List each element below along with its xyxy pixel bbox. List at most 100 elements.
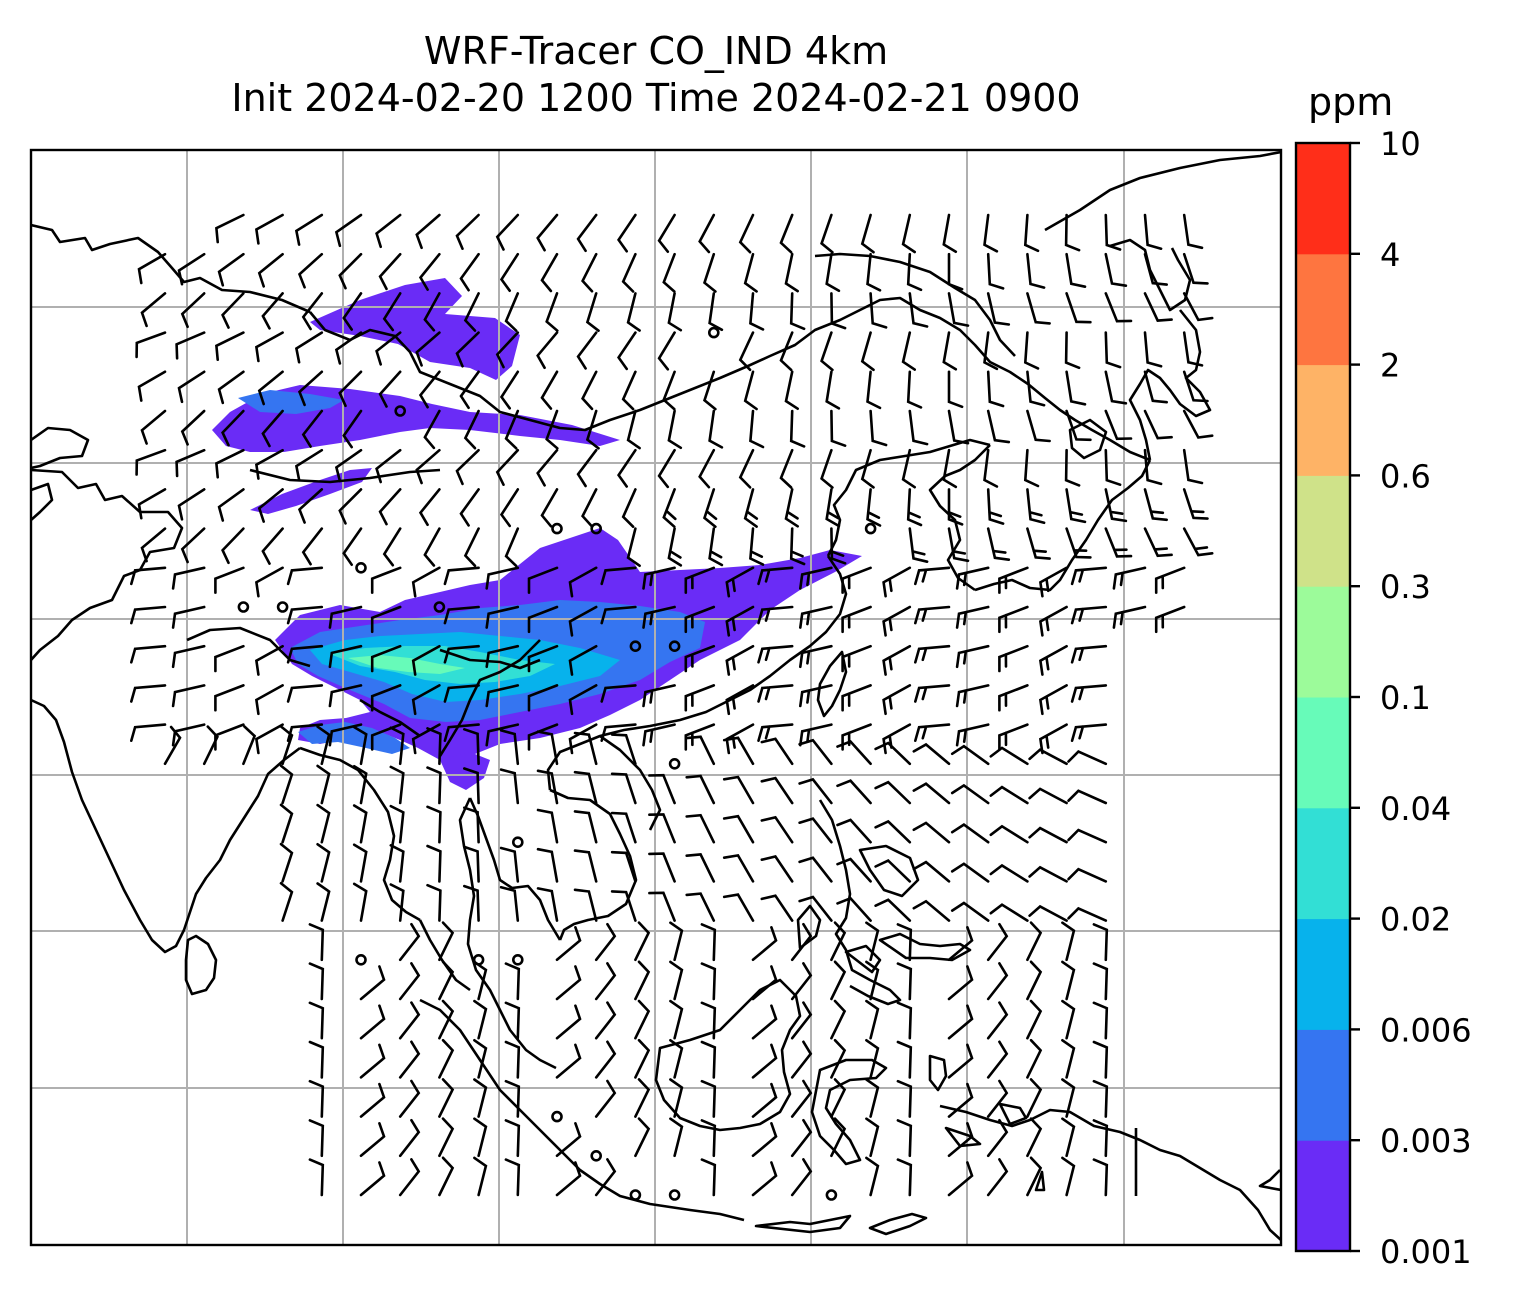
wind-barb [1112,566,1147,590]
wind-barb [908,527,929,563]
wind-barb [947,1082,974,1118]
wind-barb [1065,370,1087,406]
wind-barb [896,962,913,1001]
wind-barb [555,965,582,1001]
map-panel [29,148,1283,1247]
wind-barb [499,729,520,766]
wind-barb [175,448,206,478]
wind-barb [463,845,480,883]
wind-barb [279,882,294,922]
wind-barb [214,644,245,673]
calm-wind-marker [237,601,250,613]
wind-barb [504,962,521,1001]
wind-barb [418,488,441,527]
wind-barb [798,817,833,844]
wind-barb [423,409,441,450]
wind-barb [1026,1038,1043,1079]
wind-barb [140,527,167,563]
wind-barb [286,684,324,703]
wind-barb [836,896,872,922]
wind-barb [700,1079,717,1118]
wind-barb [411,644,441,676]
wind-barb [799,644,833,669]
wind-barb [342,527,363,566]
wind-barb [286,605,324,625]
wind-barb [634,1038,651,1079]
wind-barb [790,922,813,962]
title-line-2: Init 2024-02-20 1200 Time 2024-02-21 090… [231,76,1081,120]
wind-barb [473,1117,488,1158]
wind-barb [455,213,480,250]
colorbar-tick-label: 0.1 [1380,679,1431,717]
wind-barb [1061,1156,1076,1197]
wind-barb [594,1079,617,1118]
calm-wind-marker [433,601,446,613]
wind-barb [140,292,167,328]
wind-barb [743,488,759,528]
wind-barb [301,527,324,566]
wind-barb [438,1117,455,1158]
colorbar-segment [1296,697,1350,809]
wind-barb [908,292,929,328]
wind-barb [790,1001,813,1040]
wind-barb [443,566,480,586]
wind-barb [779,448,794,489]
wind-barb [257,252,284,288]
wind-barb [1104,370,1128,405]
wind-barb [700,1119,717,1158]
wind-barb [947,1004,974,1040]
wind-barb [443,644,480,664]
wind-barb [798,738,833,766]
wind-barb [790,1158,813,1197]
wind-barb [986,1079,1009,1118]
wind-barb [375,213,402,249]
wind-barb [1143,252,1168,286]
wind-barb [1104,292,1133,323]
wind-barb [443,605,480,625]
wind-barb [869,409,888,447]
wind-barb [1028,787,1068,805]
wind-barb [573,888,598,922]
wind-barb [989,746,1029,766]
wind-barb [527,566,559,594]
wind-barb [221,527,245,565]
wind-barb [504,1079,521,1118]
wind-barb [684,644,716,673]
wind-barb [760,815,794,844]
wind-barb [738,331,755,372]
wind-barb [1026,921,1043,962]
wind-barb [443,723,480,742]
wind-barb [576,448,598,488]
wind-barb [1026,370,1046,407]
plume-main-core-c [348,655,465,674]
wind-barb [998,644,1029,673]
wind-barb [700,962,717,1001]
wind-barb [370,605,402,634]
wind-barb [830,1117,847,1158]
wind-barb [221,292,245,329]
wind-barb [830,292,847,330]
wind-barb [784,370,799,410]
wind-barb [830,960,847,1001]
wind-barb [1026,409,1051,443]
wind-barb [642,605,676,629]
wind-barb [947,252,964,291]
wind-barb [896,1079,913,1118]
wind-barb [254,684,284,716]
wind-barb [463,806,480,844]
wind-barb [798,777,833,805]
colorbar-tick-label: 10 [1380,125,1421,163]
wind-barb [799,566,833,590]
wind-barb [594,922,617,962]
wind-barb [830,527,847,565]
wind-barb [865,999,880,1040]
wind-barb [751,1161,778,1197]
wind-barb [459,370,480,410]
wind-barb [438,1078,455,1118]
wind-barb [495,448,520,486]
wind-barb [485,723,520,747]
wind-barb [626,409,641,450]
wind-barb [455,331,480,368]
wind-barb [983,448,999,488]
wind-barb [1065,409,1092,442]
